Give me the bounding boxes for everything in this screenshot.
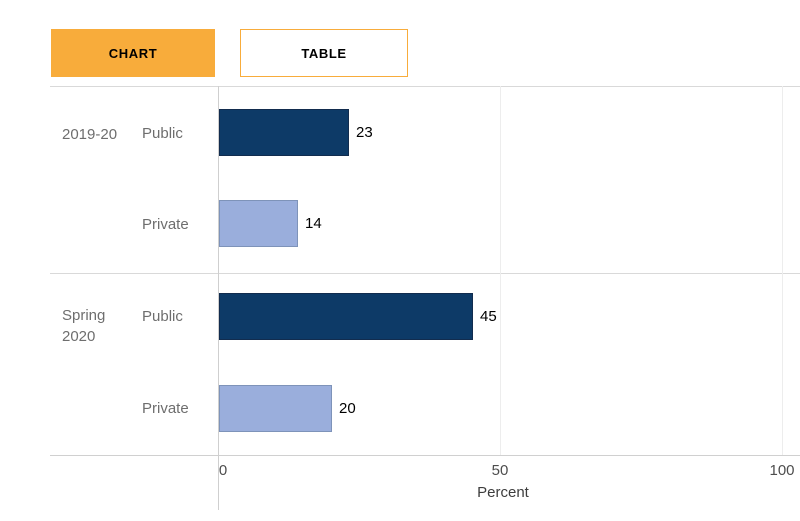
bar-spring-2020-public — [219, 293, 473, 340]
group-label-spring-2020: Spring 2020 — [62, 307, 106, 345]
chart-tab-button[interactable]: CHART — [51, 29, 215, 77]
category-label-public-1: Public — [142, 125, 183, 142]
bar-value-label: 14 — [305, 215, 322, 232]
plot-top-border — [50, 86, 800, 87]
gridline-100 — [782, 86, 783, 455]
bar-2019-20-private — [219, 200, 298, 247]
category-label-private-2: Private — [142, 400, 189, 417]
x-tick-0: 0 — [218, 462, 228, 479]
bar-value-label: 23 — [356, 124, 373, 141]
group-label-2019-20: 2019-20 — [62, 126, 118, 143]
bar-row-spring-2020-public: 45 — [219, 293, 497, 340]
gridline-50 — [500, 86, 501, 455]
bar-row-spring-2020-private: 20 — [219, 385, 356, 432]
category-label-private-1: Private — [142, 216, 189, 233]
x-axis-title: Percent — [477, 484, 529, 501]
bar-row-2019-20-public: 23 — [219, 109, 373, 156]
group-separator-line — [50, 273, 800, 274]
x-tick-100: 100 — [769, 462, 795, 479]
bar-spring-2020-private — [219, 385, 332, 432]
zero-baseline — [218, 86, 219, 510]
x-tick-50: 50 — [491, 462, 509, 479]
category-label-public-2: Public — [142, 308, 183, 325]
x-axis-line — [50, 455, 800, 456]
bar-2019-20-public — [219, 109, 349, 156]
bar-row-2019-20-private: 14 — [219, 200, 322, 247]
bar-value-label: 45 — [480, 308, 497, 325]
table-tab-button[interactable]: TABLE — [240, 29, 408, 77]
bar-value-label: 20 — [339, 400, 356, 417]
